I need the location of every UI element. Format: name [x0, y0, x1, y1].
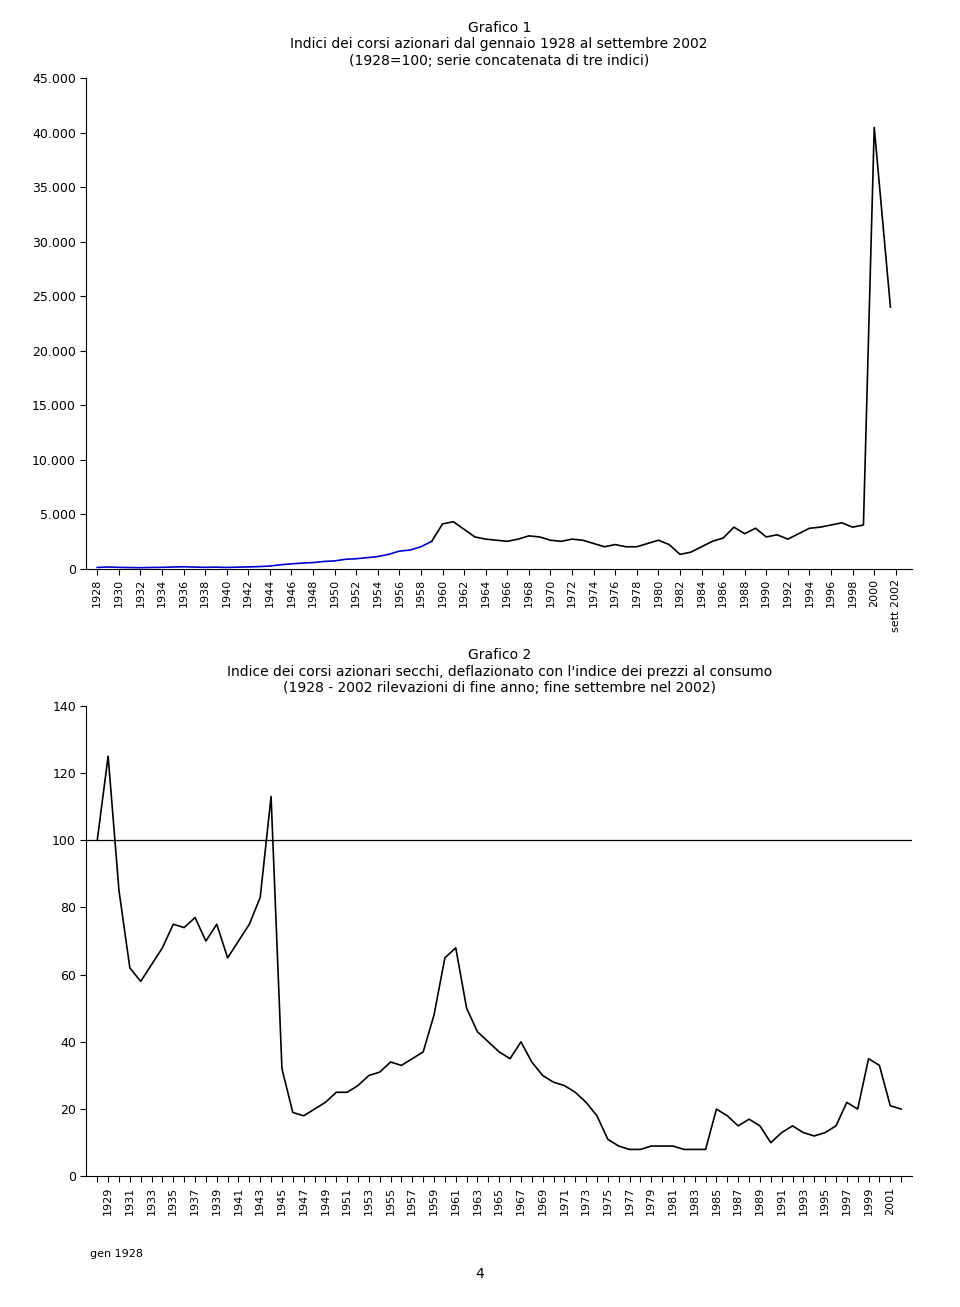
Text: 4: 4: [475, 1268, 485, 1281]
Title: Grafico 1
Indici dei corsi azionari dal gennaio 1928 al settembre 2002
(1928=100: Grafico 1 Indici dei corsi azionari dal …: [291, 21, 708, 68]
Text: gen 1928: gen 1928: [90, 1248, 143, 1259]
Title: Grafico 2
Indice dei corsi azionari secchi, deflazionato con l'indice dei prezzi: Grafico 2 Indice dei corsi azionari secc…: [227, 648, 772, 695]
